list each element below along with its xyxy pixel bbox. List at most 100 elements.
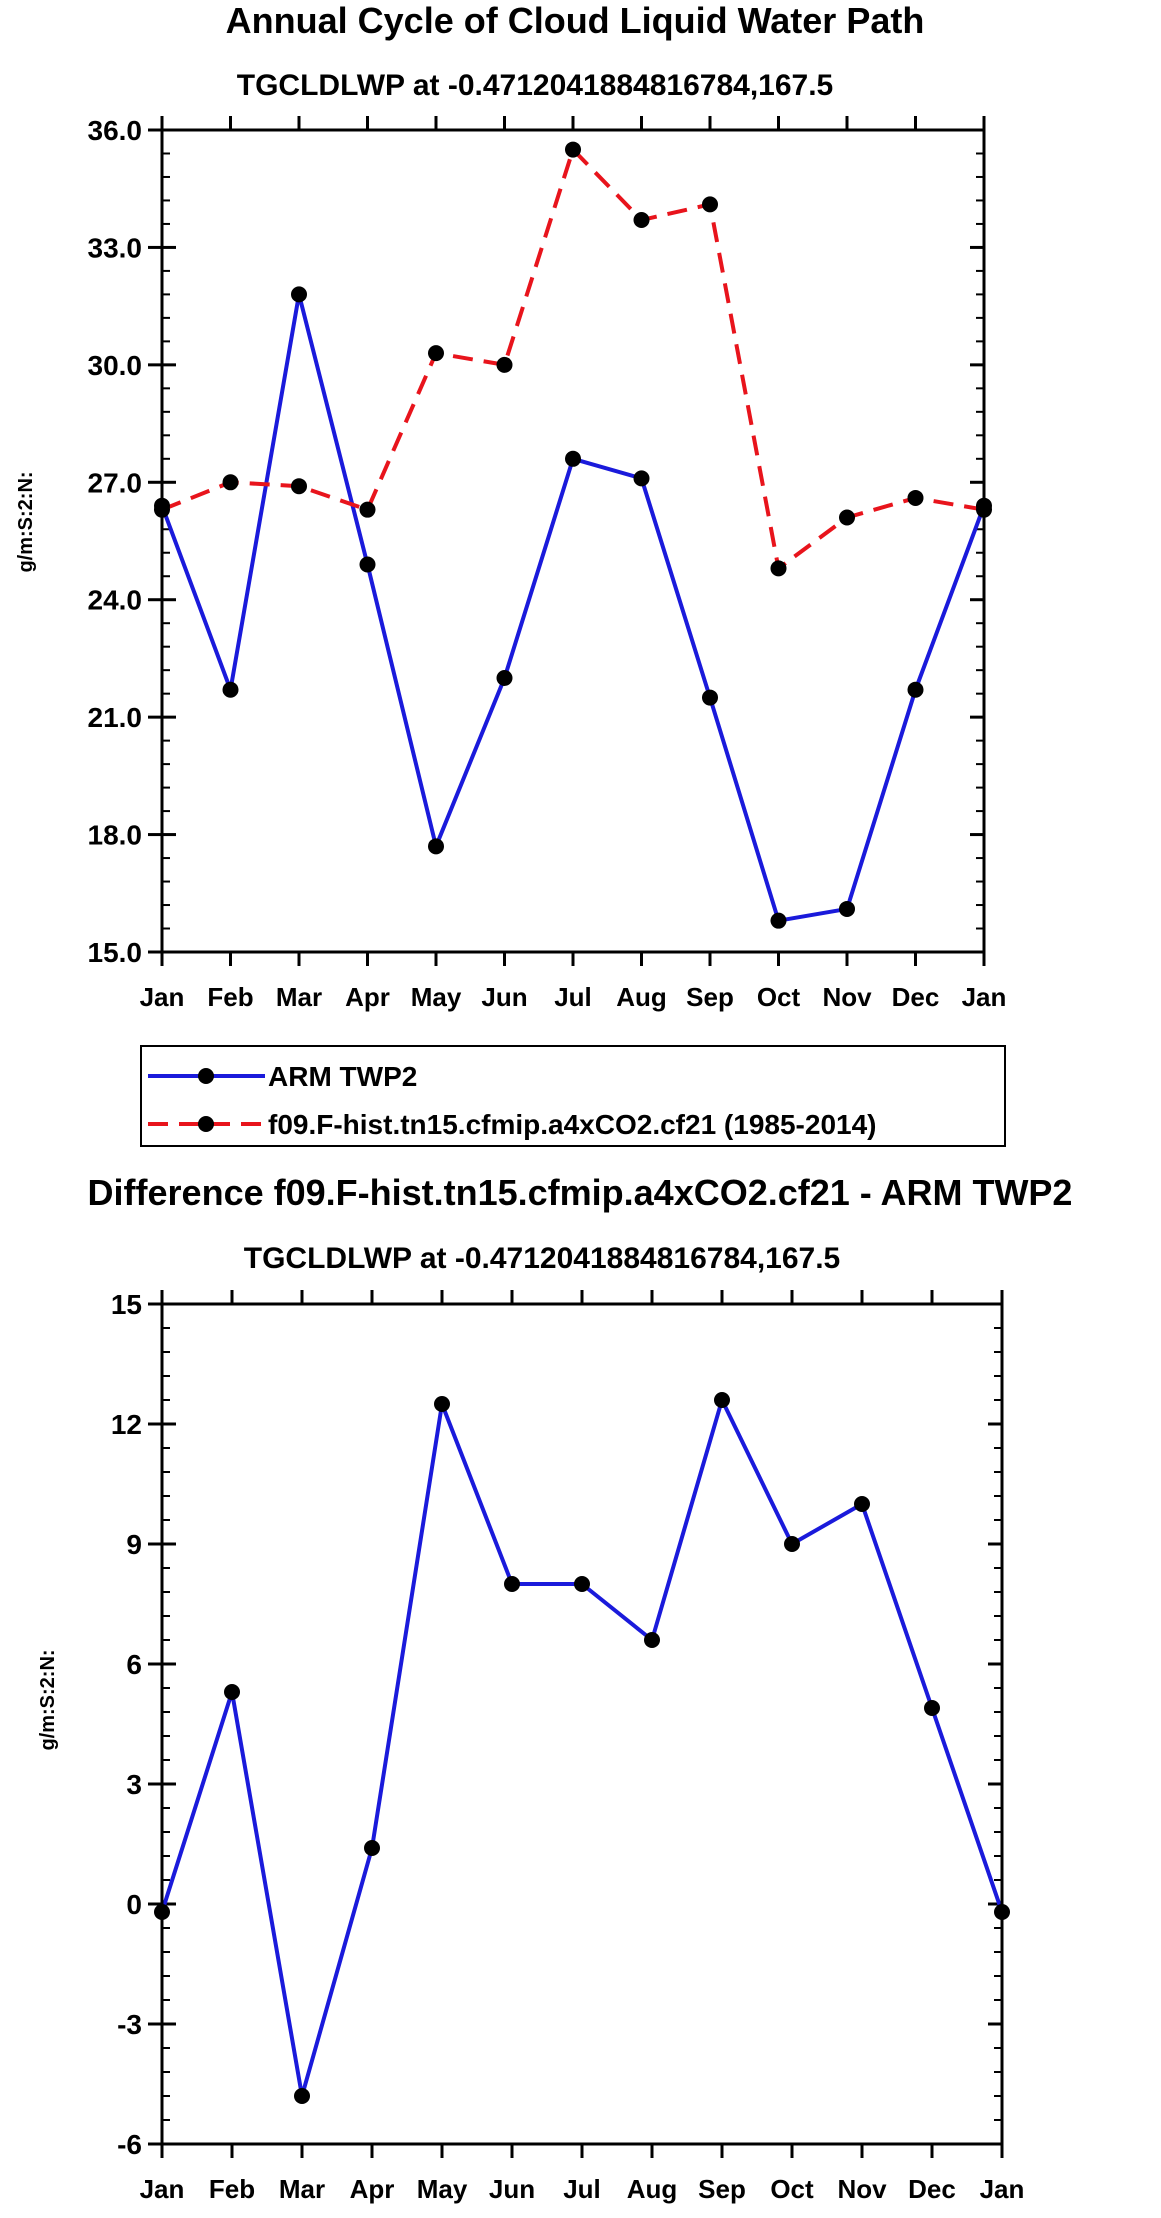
bottom-xtick-label: Jul bbox=[563, 2174, 601, 2204]
top-point-s1-10 bbox=[839, 509, 855, 526]
bottom-xtick-label: Sep bbox=[698, 2174, 746, 2204]
bottom-xtick-label: Apr bbox=[350, 2174, 395, 2204]
top-chart-points bbox=[154, 141, 992, 929]
bottom-ytick-label: 0 bbox=[126, 1889, 142, 1920]
top-point-s1-4 bbox=[428, 345, 444, 362]
legend-marker-arm bbox=[198, 1068, 214, 1084]
bottom-chart-axes: -6 -3 0 3 6 9 12 15 Jan Feb Mar Apr May Jun Jul Aug Sep O… bbox=[111, 1289, 1025, 2204]
top-ytick-label: 36.0 bbox=[88, 115, 143, 146]
bottom-xtick-label: Jun bbox=[489, 2174, 535, 2204]
bottom-ytick-label: -3 bbox=[117, 2009, 142, 2040]
bottom-ytick-label: 3 bbox=[126, 1769, 142, 1800]
top-point-s1-8 bbox=[702, 196, 718, 213]
bottom-ytick-label: 15 bbox=[111, 1289, 142, 1320]
top-point-s0-5 bbox=[496, 670, 513, 686]
bottom-ytick-label: 12 bbox=[111, 1409, 142, 1440]
top-xtick-label: Jul bbox=[554, 982, 592, 1012]
legend: ARM TWP2 f09.F-hist.tn15.cfmip.a4xCO2.cf… bbox=[140, 1045, 1006, 1147]
bottom-plot-frame bbox=[160, 1302, 1004, 2146]
top-chart-title: Annual Cycle of Cloud Liquid Water Path bbox=[226, 0, 925, 41]
top-point-s0-9 bbox=[770, 912, 787, 929]
bottom-chart: Difference f09.F-hist.tn15.cfmip.a4xCO2.… bbox=[37, 1172, 1072, 2204]
bottom-chart-lines bbox=[160, 1398, 1004, 2098]
top-point-s0-3 bbox=[359, 556, 376, 573]
top-xtick-label: Jan bbox=[962, 982, 1007, 1012]
top-xtick-label: Apr bbox=[345, 982, 390, 1012]
top-xtick-label: Aug bbox=[616, 982, 667, 1012]
top-point-s0-11 bbox=[907, 681, 924, 698]
top-xtick-label: Mar bbox=[276, 982, 322, 1012]
bottom-ytick-label: 9 bbox=[126, 1529, 142, 1560]
bottom-point-s0-3 bbox=[364, 1840, 380, 1856]
bottom-ytick-label: -6 bbox=[117, 2129, 142, 2160]
bottom-xtick-label: Feb bbox=[209, 2174, 255, 2204]
top-point-s0-6 bbox=[565, 450, 581, 467]
bottom-series-line-0 bbox=[160, 1398, 1004, 2098]
bottom-chart-ylabel: g/m:S:2:N: bbox=[37, 1649, 59, 1750]
top-xtick-label: Jun bbox=[481, 982, 527, 1012]
top-chart-subtitle: TGCLDLWP at -0.4712041884816784,167.5 bbox=[237, 69, 833, 102]
top-ytick-label: 18.0 bbox=[88, 820, 143, 851]
top-ytick-label: 30.0 bbox=[88, 350, 143, 381]
bottom-xtick-label: Jan bbox=[980, 2174, 1025, 2204]
top-chart-axes: 15.0 18.0 21.0 24.0 27.0 30.0 33.0 36.0 Jan Feb Ma… bbox=[88, 115, 1007, 1012]
top-point-s1-3 bbox=[359, 501, 376, 518]
top-point-s1-2 bbox=[291, 478, 307, 495]
bottom-xtick-label: Aug bbox=[627, 2174, 678, 2204]
top-point-s1-5 bbox=[496, 356, 513, 373]
bottom-point-s0-2 bbox=[294, 2088, 310, 2104]
bottom-point-s0-1 bbox=[224, 1684, 240, 1700]
top-point-s0-10 bbox=[839, 900, 855, 917]
top-ytick-label: 27.0 bbox=[88, 467, 143, 498]
top-plot-frame bbox=[160, 128, 986, 954]
top-point-s1-11 bbox=[907, 489, 924, 506]
top-xtick-label: Dec bbox=[892, 982, 940, 1012]
top-ytick-label: 33.0 bbox=[88, 232, 143, 263]
legend-label-model: f09.F-hist.tn15.cfmip.a4xCO2.cf21 (1985-… bbox=[268, 1109, 876, 1140]
legend-marker-model bbox=[198, 1116, 214, 1132]
bottom-xtick-label: Oct bbox=[770, 2174, 814, 2204]
bottom-xtick-label: Nov bbox=[837, 2174, 887, 2204]
bottom-point-s0-11 bbox=[924, 1700, 940, 1716]
bottom-ytick-label: 6 bbox=[126, 1649, 142, 1680]
bottom-point-s0-8 bbox=[714, 1392, 730, 1408]
bottom-xtick-label: Dec bbox=[908, 2174, 956, 2204]
bottom-point-s0-6 bbox=[574, 1576, 590, 1592]
top-point-s1-1 bbox=[222, 474, 239, 491]
top-xtick-label: Jan bbox=[140, 982, 185, 1012]
legend-label-arm: ARM TWP2 bbox=[268, 1061, 417, 1092]
bottom-point-s0-9 bbox=[784, 1536, 800, 1552]
top-point-s1-7 bbox=[633, 212, 650, 229]
top-ytick-label: 24.0 bbox=[88, 585, 143, 616]
top-point-s0-4 bbox=[428, 838, 444, 855]
top-xtick-label: Nov bbox=[822, 982, 872, 1012]
top-ytick-label: 21.0 bbox=[88, 702, 143, 733]
bottom-xtick-label: May bbox=[417, 2174, 468, 2204]
bottom-point-s0-10 bbox=[854, 1496, 870, 1512]
top-xtick-label: Oct bbox=[757, 982, 801, 1012]
top-point-s0-2 bbox=[291, 286, 307, 303]
top-point-s0-7 bbox=[633, 470, 650, 487]
top-series-line-0 bbox=[160, 292, 986, 923]
bottom-xtick-label: Jan bbox=[140, 2174, 185, 2204]
top-point-s0-1 bbox=[222, 681, 239, 698]
top-chart-ylabel: g/m:S:2:N: bbox=[15, 471, 37, 572]
top-point-s1-6 bbox=[565, 141, 581, 158]
bottom-chart-points bbox=[154, 1392, 1010, 2104]
top-xtick-label: May bbox=[411, 982, 462, 1012]
top-xtick-label: Sep bbox=[686, 982, 734, 1012]
bottom-chart-title: Difference f09.F-hist.tn15.cfmip.a4xCO2.… bbox=[88, 1172, 1073, 1213]
bottom-point-s0-5 bbox=[504, 1576, 520, 1592]
top-point-s1-9 bbox=[770, 560, 787, 577]
top-series-line-1 bbox=[161, 147, 985, 571]
bottom-xtick-label: Mar bbox=[279, 2174, 325, 2204]
top-chart-lines bbox=[160, 147, 986, 923]
top-chart: Annual Cycle of Cloud Liquid Water Path … bbox=[15, 0, 1006, 1012]
top-xtick-label: Feb bbox=[207, 982, 253, 1012]
bottom-chart-subtitle: TGCLDLWP at -0.4712041884816784,167.5 bbox=[244, 1242, 840, 1275]
top-point-s0-8 bbox=[702, 689, 718, 706]
bottom-point-s0-4 bbox=[434, 1396, 450, 1412]
bottom-point-s0-7 bbox=[644, 1632, 660, 1648]
top-ytick-label: 15.0 bbox=[88, 937, 143, 968]
